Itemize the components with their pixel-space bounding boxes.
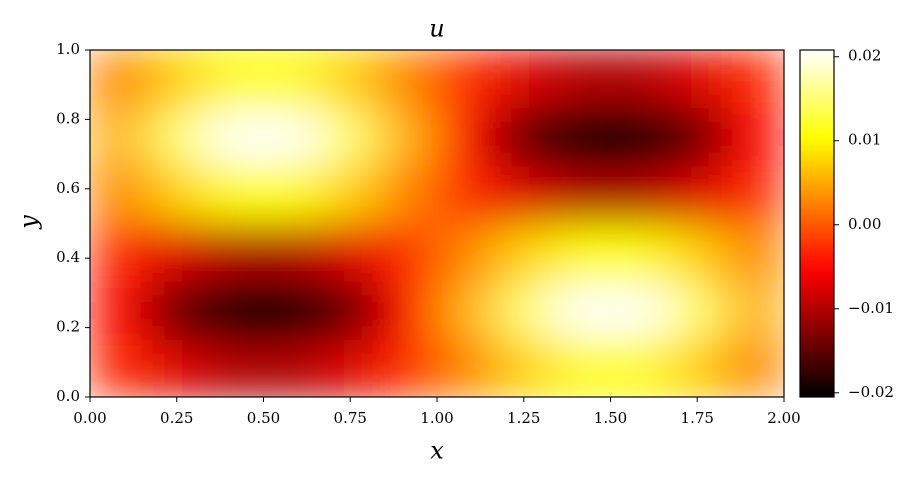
cell	[667, 50, 727, 109]
cell	[205, 223, 264, 282]
cell	[725, 280, 784, 340]
cell	[320, 50, 380, 109]
cell	[494, 50, 554, 109]
cell	[436, 280, 496, 340]
x-tick-label: 0.25	[160, 409, 193, 427]
colorbar-tick-label: −0.01	[848, 299, 894, 317]
y-tick-label: 0.2	[56, 318, 80, 336]
cell	[552, 338, 611, 397]
cell	[610, 165, 669, 224]
cell	[263, 338, 322, 397]
cell	[205, 50, 264, 109]
cell	[147, 107, 207, 167]
cell	[552, 50, 611, 109]
cell	[436, 50, 496, 109]
cell	[320, 338, 380, 397]
y-tick-label: 0.4	[56, 248, 80, 266]
cell	[147, 165, 207, 224]
cell	[610, 50, 669, 109]
cell	[378, 50, 438, 109]
cell	[90, 165, 149, 224]
cell	[667, 165, 727, 224]
cell	[205, 280, 264, 340]
cell	[320, 165, 380, 224]
cell	[263, 50, 322, 109]
x-tick-label: 0.50	[247, 409, 280, 427]
cell	[90, 280, 149, 340]
x-tick-label: 0.00	[73, 409, 106, 427]
cell	[552, 280, 611, 340]
cell	[610, 107, 669, 167]
cell	[90, 50, 149, 109]
cell	[552, 107, 611, 167]
cell	[90, 107, 149, 167]
cell	[667, 338, 727, 397]
cell	[436, 165, 496, 224]
cell	[205, 338, 264, 397]
cell	[263, 223, 322, 282]
cell	[494, 223, 554, 282]
heatmap	[90, 50, 784, 397]
cell	[263, 107, 322, 167]
cell	[147, 338, 207, 397]
cell	[552, 223, 611, 282]
cell	[378, 165, 438, 224]
x-tick-label: 0.75	[334, 409, 367, 427]
cell	[378, 107, 438, 167]
x-tick-label: 1.25	[507, 409, 540, 427]
cell	[90, 338, 149, 397]
cell	[725, 223, 784, 282]
x-tick-label: 1.75	[681, 409, 714, 427]
cell	[147, 223, 207, 282]
cell	[667, 107, 727, 167]
cell	[610, 223, 669, 282]
cell	[205, 165, 264, 224]
colorbar-tick-label: 0.02	[848, 47, 881, 65]
colorbar-tick-label: 0.00	[848, 215, 881, 233]
cell	[320, 107, 380, 167]
cell	[320, 223, 380, 282]
cell	[725, 338, 784, 397]
cell	[494, 165, 554, 224]
cell	[90, 223, 149, 282]
cell	[494, 280, 554, 340]
cell	[378, 338, 438, 397]
cell	[378, 280, 438, 340]
cell	[610, 280, 669, 340]
x-tick-label: 2.00	[767, 409, 800, 427]
cell	[725, 165, 784, 224]
colorbar-tick-label: 0.01	[848, 131, 881, 149]
cell	[667, 280, 727, 340]
cell	[378, 223, 438, 282]
cell	[552, 165, 611, 224]
y-tick-label: 0.0	[56, 387, 80, 405]
y-tick-label: 0.8	[56, 109, 80, 127]
x-tick-label: 1.50	[594, 409, 627, 427]
cell	[436, 223, 496, 282]
y-tick-label: 0.6	[56, 179, 80, 197]
cell	[436, 107, 496, 167]
x-axis-label: x	[430, 437, 444, 465]
colorbar-tick-label: −0.02	[848, 383, 894, 401]
cell	[263, 165, 322, 224]
cell	[263, 280, 322, 340]
cell	[436, 338, 496, 397]
y-tick-label: 1.0	[56, 40, 80, 58]
cell	[205, 107, 264, 167]
cell	[320, 280, 380, 340]
cell	[667, 223, 727, 282]
x-tick-label: 1.00	[420, 409, 453, 427]
cell	[494, 107, 554, 167]
chart-title: u	[429, 15, 444, 43]
cell	[147, 50, 207, 109]
cell	[725, 107, 784, 167]
colorbar	[799, 49, 835, 398]
cell	[147, 280, 207, 340]
cell	[494, 338, 554, 397]
y-axis-label: y	[15, 215, 43, 230]
cell	[725, 50, 784, 109]
cell	[610, 338, 669, 397]
